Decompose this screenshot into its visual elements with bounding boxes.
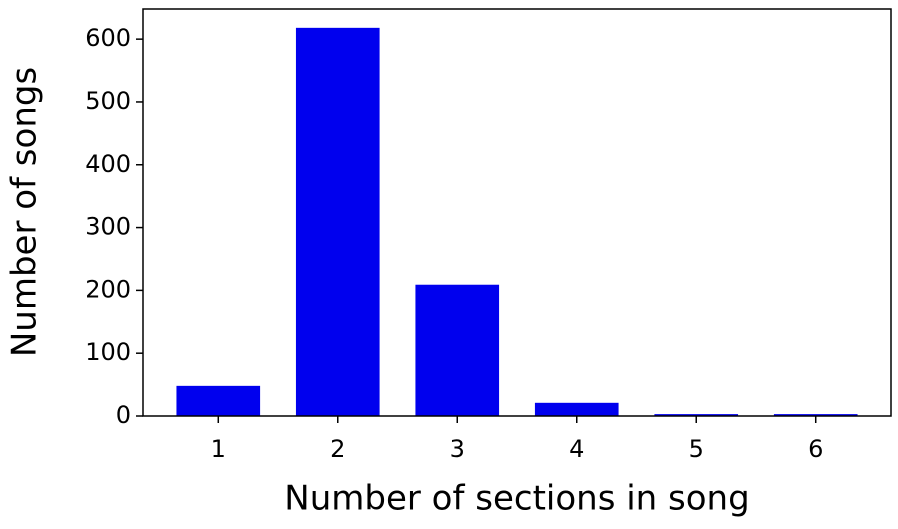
x-tick-label: 2 (330, 435, 345, 463)
x-tick-label: 4 (569, 435, 584, 463)
x-tick-label: 3 (450, 435, 465, 463)
bar (534, 402, 619, 416)
y-tick-label: 600 (85, 24, 131, 52)
bar (654, 414, 739, 416)
y-axis-label: Number of songs (5, 67, 45, 357)
bar (176, 385, 261, 416)
y-tick-label: 0 (116, 401, 131, 429)
y-tick-label: 400 (85, 150, 131, 178)
bar (415, 284, 500, 416)
y-tick-label: 500 (85, 87, 131, 115)
plot-frame (142, 8, 892, 417)
x-tick-label: 5 (689, 435, 704, 463)
bar (773, 414, 858, 416)
bar (295, 27, 380, 417)
x-tick-label: 6 (808, 435, 823, 463)
x-tick-label: 1 (211, 435, 226, 463)
y-tick-label: 200 (85, 275, 131, 303)
y-tick-label: 300 (85, 213, 131, 241)
y-tick-label: 100 (85, 338, 131, 366)
x-axis-label: Number of sections in song (284, 479, 749, 519)
